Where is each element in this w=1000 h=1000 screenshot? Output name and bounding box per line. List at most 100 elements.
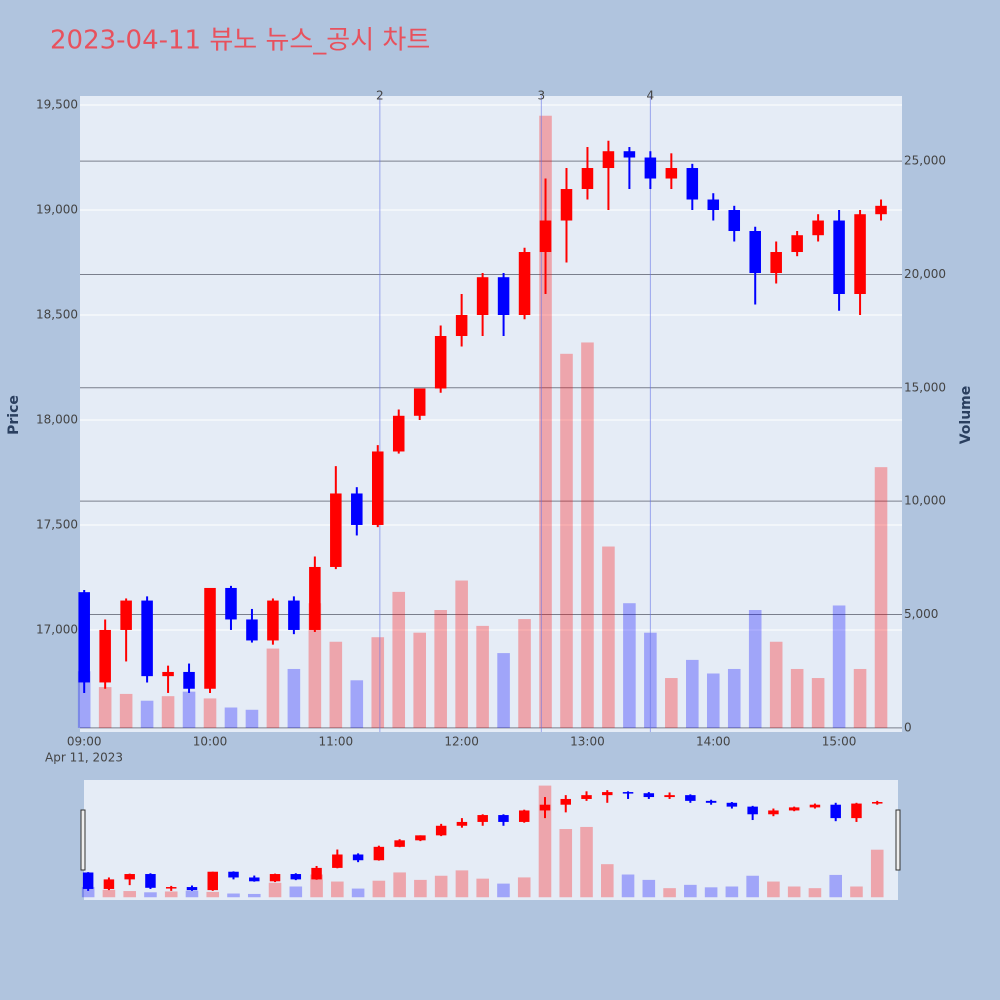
candle-body bbox=[351, 493, 363, 525]
candle-body bbox=[854, 214, 866, 295]
candle-body bbox=[120, 600, 132, 630]
candle-body bbox=[812, 220, 824, 236]
mini-volume-bar bbox=[455, 870, 469, 898]
volume-bar bbox=[224, 707, 238, 728]
candle-body bbox=[851, 803, 862, 819]
range-handle-right[interactable] bbox=[895, 809, 901, 871]
mini-volume-bar bbox=[289, 886, 303, 898]
volume-bar bbox=[245, 709, 259, 728]
candle-body bbox=[685, 795, 696, 801]
range-handle-left[interactable] bbox=[80, 809, 86, 871]
mini-volume-bar bbox=[102, 889, 116, 898]
volume-bar bbox=[308, 603, 322, 728]
candle-body bbox=[705, 800, 717, 803]
mini-volume-bar bbox=[414, 879, 427, 898]
volume-bar bbox=[518, 619, 531, 728]
volume-bar bbox=[560, 353, 573, 728]
mini-volume-bar bbox=[227, 893, 240, 898]
y-tick-label: 19,000 bbox=[36, 203, 78, 217]
annotation-label: 4 bbox=[647, 89, 655, 103]
candle-body bbox=[413, 388, 426, 416]
y-tick-label: 17,500 bbox=[36, 517, 78, 531]
y-axis-label: Price bbox=[6, 395, 22, 435]
volume-bar bbox=[455, 580, 468, 728]
mini-volume-bar bbox=[767, 881, 780, 898]
candle-body bbox=[707, 199, 720, 211]
date-label: Apr 11, 2023 bbox=[45, 751, 123, 765]
candle-body bbox=[145, 874, 156, 888]
candle-body bbox=[791, 235, 803, 253]
volume-bar bbox=[98, 687, 112, 728]
candle-body bbox=[225, 587, 237, 620]
mini-volume-bar bbox=[538, 785, 552, 898]
mini-volume-bar bbox=[206, 891, 220, 898]
candle-body bbox=[643, 793, 655, 798]
candle-body bbox=[352, 854, 364, 861]
mini-volume-bar bbox=[497, 883, 510, 898]
y2-tick-label: 15,000 bbox=[904, 380, 946, 394]
mini-volume-bar bbox=[185, 890, 199, 898]
mini-volume-bar bbox=[684, 884, 697, 898]
candle-body bbox=[539, 804, 551, 811]
candle-body bbox=[78, 592, 90, 683]
mini-volume-bar bbox=[123, 891, 136, 898]
volume-bar bbox=[686, 659, 699, 728]
candle-body bbox=[560, 189, 573, 221]
volume-bar bbox=[706, 673, 720, 728]
mini-volume-bar bbox=[372, 880, 386, 898]
mini-volume-bar bbox=[81, 886, 95, 898]
candle-body bbox=[330, 493, 342, 567]
volume-bar bbox=[811, 678, 825, 728]
candle-body bbox=[162, 671, 174, 677]
candle-body bbox=[434, 335, 447, 389]
mini-volume-bar bbox=[663, 888, 676, 898]
candle-body bbox=[726, 802, 738, 807]
x-tick-label: 12:00 bbox=[444, 735, 479, 749]
mini-volume-bar bbox=[746, 875, 759, 898]
candle-body bbox=[267, 600, 279, 641]
x-tick-label: 11:00 bbox=[319, 735, 354, 749]
candle-body bbox=[290, 874, 302, 880]
mini-volume-bar bbox=[704, 887, 718, 898]
candle-body bbox=[103, 879, 115, 889]
volume-bar bbox=[748, 610, 762, 728]
x-tick-label: 15:00 bbox=[822, 735, 857, 749]
candle-body bbox=[518, 810, 530, 822]
volume-bar bbox=[287, 668, 301, 728]
candle-body bbox=[875, 205, 887, 215]
volume-bar bbox=[581, 342, 594, 728]
mini-volume-bar bbox=[580, 826, 593, 898]
y-tick-label: 17,000 bbox=[36, 622, 78, 636]
range-slider[interactable] bbox=[84, 780, 898, 900]
volume-bar bbox=[119, 693, 133, 728]
candle-body bbox=[809, 804, 821, 808]
volume-bar bbox=[182, 691, 196, 728]
candle-body bbox=[249, 877, 260, 882]
volume-bar bbox=[476, 625, 489, 728]
candle-body bbox=[371, 451, 384, 525]
mini-volume-bar bbox=[476, 878, 489, 898]
candle-body bbox=[394, 840, 405, 847]
y-tick-label: 18,000 bbox=[36, 412, 78, 426]
mini-volume-bar bbox=[517, 877, 531, 898]
candle-body bbox=[309, 566, 321, 630]
x-tick-label: 09:00 bbox=[67, 735, 102, 749]
candle-body bbox=[747, 806, 758, 815]
candle-body bbox=[560, 798, 571, 805]
volume-bar bbox=[266, 648, 280, 728]
candle-body bbox=[664, 795, 675, 798]
y-tick-label: 18,500 bbox=[36, 307, 78, 321]
mini-volume-bar bbox=[559, 829, 573, 898]
y2-tick-label: 5,000 bbox=[904, 607, 938, 621]
y2-tick-label: 20,000 bbox=[904, 267, 946, 281]
candle-body bbox=[288, 600, 300, 630]
volume-bar bbox=[602, 546, 615, 728]
mini-volume-bar bbox=[829, 874, 842, 898]
candle-body bbox=[749, 231, 761, 274]
mini-volume-bar bbox=[393, 872, 406, 898]
mini-volume-bar bbox=[144, 892, 157, 898]
candle-body bbox=[770, 252, 782, 274]
candle-body bbox=[581, 795, 592, 799]
mini-volume-bar bbox=[870, 849, 884, 898]
volume-bar bbox=[790, 668, 804, 728]
